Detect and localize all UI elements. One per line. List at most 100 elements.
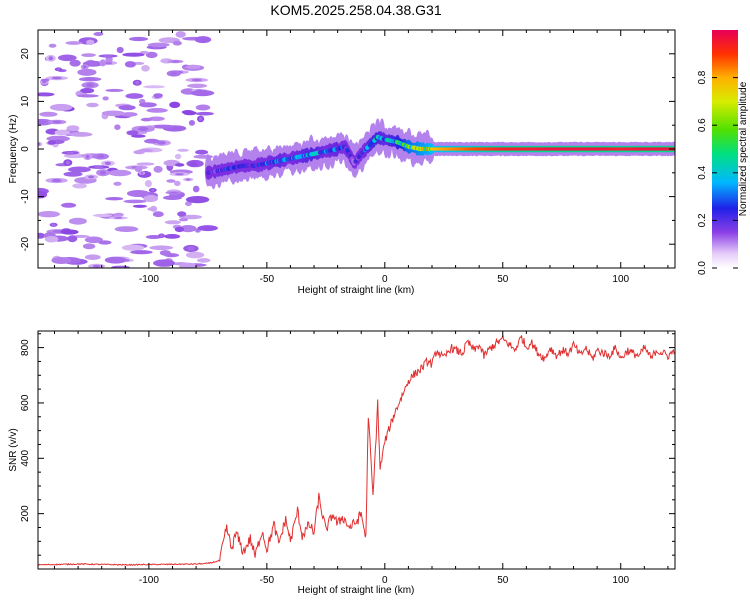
noise-blob [146, 108, 168, 113]
noise-blob [49, 103, 73, 111]
noise-blob [143, 194, 159, 203]
noise-blob-core [85, 77, 96, 81]
y-tick-label: 0 [20, 146, 31, 152]
noise-blob [153, 165, 163, 173]
noise-blob-core [170, 71, 177, 76]
noise-blob [46, 135, 70, 142]
colorbar-tick-label: 0.8 [697, 70, 708, 84]
noise-blob [65, 41, 82, 45]
noise-blob [77, 94, 99, 98]
noise-blob-core [52, 120, 62, 124]
noise-blob [114, 226, 139, 233]
noise-blob [66, 125, 80, 132]
noise-blob [192, 185, 200, 193]
noise-blob-core [185, 178, 191, 181]
noise-blob-core [127, 62, 133, 67]
noise-blob-core [94, 166, 104, 169]
noise-blob [130, 250, 153, 255]
noise-blob [93, 32, 104, 36]
y-tick-label: 400 [20, 450, 31, 467]
noise-blob [179, 225, 197, 233]
noise-blob-core [104, 161, 111, 165]
noise-blob-core [38, 120, 47, 125]
noise-blob [105, 56, 113, 63]
x-tick-label: -100 [139, 575, 159, 586]
x-tick-label: 50 [497, 274, 509, 285]
noise-blob [121, 112, 138, 117]
x-tick-label: 100 [612, 575, 629, 586]
spectrogram-y-label: Frequency (Hz) [8, 115, 19, 184]
noise-blob-core [187, 246, 195, 251]
noise-blob [54, 129, 71, 136]
spectrogram-x-label: Height of straight line (km) [298, 285, 415, 296]
noise-blob-core [88, 175, 95, 179]
noise-blob-core [135, 80, 140, 85]
noise-blob [138, 102, 157, 108]
noise-blob [77, 68, 97, 76]
colorbar: 0.0 0.2 0.4 0.6 0.8 Normalized spectral ampl… [697, 30, 749, 275]
noise-blob [164, 234, 181, 239]
noise-blob [166, 179, 176, 183]
noise-blob [48, 43, 57, 48]
noise-blob [67, 166, 91, 173]
noise-blob [195, 104, 211, 111]
noise-blob [197, 225, 218, 232]
noise-blob [187, 83, 208, 89]
noise-blob [114, 124, 121, 130]
noise-blob [144, 180, 152, 188]
noise-blob-core [85, 154, 90, 159]
noise-blob [179, 262, 197, 268]
noise-blob [185, 64, 201, 69]
noise-blob [38, 232, 45, 239]
noise-blob [143, 85, 166, 89]
noise-blob [190, 90, 215, 97]
noise-blob [51, 257, 72, 264]
noise-blob [81, 53, 96, 57]
noise-blob [145, 51, 158, 59]
noise-blob [164, 220, 182, 225]
x-tick-label: 50 [497, 575, 509, 586]
noise-blob [38, 191, 48, 199]
noise-blob [163, 195, 182, 200]
colorbar-tick-label: 0.0 [697, 261, 708, 275]
snr-y-ticks: 200 400 600 800 [20, 333, 675, 570]
colorbar-tick-label: 0.2 [697, 213, 708, 227]
noise-blob [144, 138, 160, 144]
snr-x-label: Height of straight line (km) [298, 585, 415, 596]
noise-blob [149, 245, 174, 250]
snr-y-label: SNR (v/v) [8, 428, 19, 471]
noise-blob [188, 120, 195, 126]
noise-blob [178, 218, 189, 222]
noise-blob-core [168, 253, 176, 257]
noise-blob [126, 190, 150, 197]
noise-blob [147, 42, 170, 47]
x-tick-label: 100 [612, 274, 629, 285]
noise-blob-core [65, 160, 70, 165]
noise-blob-core [191, 78, 202, 82]
noise-blob [174, 180, 181, 187]
noise-blob [139, 50, 149, 55]
noise-blob-core [157, 141, 166, 145]
noise-blob-core [99, 170, 106, 175]
spectrogram-y-ticks: -20 -10 0 10 20 [20, 29, 675, 269]
noise-blob-core [171, 60, 179, 63]
noise-blob [104, 256, 127, 264]
noise-blob [153, 259, 176, 267]
noise-blob [86, 39, 95, 45]
y-tick-label: -10 [20, 189, 31, 204]
y-tick-label: 600 [20, 394, 31, 411]
y-tick-label: 20 [20, 48, 31, 60]
noise-blob-core [134, 37, 143, 41]
noise-blob [39, 111, 58, 117]
noise-blob [57, 54, 77, 62]
noise-blob [63, 171, 83, 177]
spectrogram-x-ticks: -100 -50 0 50 100 [54, 30, 669, 285]
y-tick-label: -20 [20, 237, 31, 252]
noise-blob [113, 181, 122, 186]
noise-blob [177, 211, 187, 217]
noise-blob-core [103, 55, 113, 57]
noise-blob [101, 110, 126, 117]
noise-blob-core [56, 68, 61, 71]
noise-blob [153, 93, 163, 98]
